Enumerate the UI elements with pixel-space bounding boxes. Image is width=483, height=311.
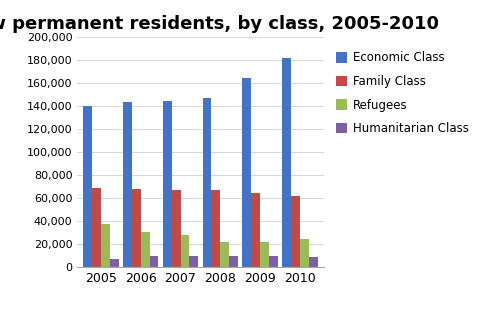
Bar bbox=[300, 239, 309, 267]
Bar bbox=[220, 242, 229, 267]
Bar bbox=[83, 106, 92, 267]
Bar bbox=[202, 98, 212, 267]
Bar bbox=[291, 196, 300, 267]
Bar bbox=[110, 259, 118, 267]
Bar bbox=[101, 224, 110, 267]
Bar bbox=[189, 256, 199, 267]
Bar bbox=[309, 257, 318, 267]
Bar bbox=[242, 77, 251, 267]
Bar bbox=[229, 256, 238, 267]
Bar bbox=[141, 232, 150, 267]
Bar bbox=[163, 101, 171, 267]
Legend: Economic Class, Family Class, Refugees, Humanitarian Class: Economic Class, Family Class, Refugees, … bbox=[332, 48, 473, 139]
Bar bbox=[251, 193, 260, 267]
Bar bbox=[92, 188, 101, 267]
Bar bbox=[260, 242, 269, 267]
Bar bbox=[181, 235, 189, 267]
Title: New permanent residents, by class, 2005-2010: New permanent residents, by class, 2005-… bbox=[0, 15, 439, 33]
Bar bbox=[123, 102, 132, 267]
Bar bbox=[132, 189, 141, 267]
Bar bbox=[171, 190, 181, 267]
Bar bbox=[283, 58, 291, 267]
Bar bbox=[269, 256, 278, 267]
Bar bbox=[212, 190, 220, 267]
Bar bbox=[150, 256, 158, 267]
